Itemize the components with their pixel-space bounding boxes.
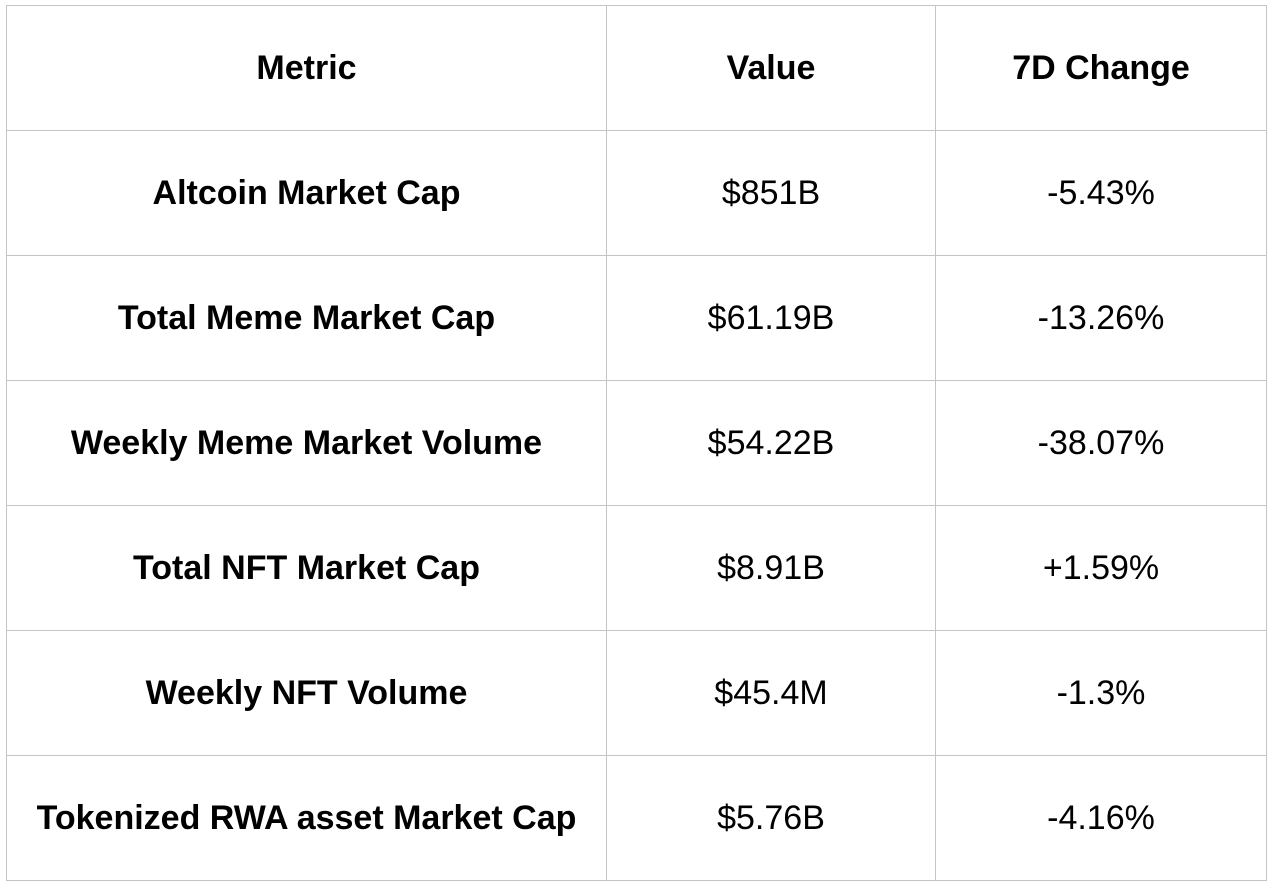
- change-cell: +1.59%: [935, 505, 1267, 631]
- table-row: Total Meme Market Cap $61.19B -13.26%: [6, 255, 1267, 381]
- header-row: Metric Value 7D Change: [6, 5, 1267, 131]
- metric-cell: Total Meme Market Cap: [6, 255, 607, 381]
- table-row: Tokenized RWA asset Market Cap $5.76B -4…: [6, 755, 1267, 881]
- change-cell: -4.16%: [935, 755, 1267, 881]
- table-row: Weekly Meme Market Volume $54.22B -38.07…: [6, 380, 1267, 506]
- change-cell: -13.26%: [935, 255, 1267, 381]
- value-cell: $8.91B: [606, 505, 936, 631]
- change-cell: -5.43%: [935, 130, 1267, 256]
- table-header: Metric Value 7D Change: [6, 5, 1267, 131]
- metric-cell: Tokenized RWA asset Market Cap: [6, 755, 607, 881]
- change-cell: -38.07%: [935, 380, 1267, 506]
- value-cell: $61.19B: [606, 255, 936, 381]
- metric-cell: Weekly Meme Market Volume: [6, 380, 607, 506]
- table-body: Altcoin Market Cap $851B -5.43% Total Me…: [6, 130, 1267, 881]
- table-row: Weekly NFT Volume $45.4M -1.3%: [6, 630, 1267, 756]
- table-row: Altcoin Market Cap $851B -5.43%: [6, 130, 1267, 256]
- metrics-table: Metric Value 7D Change Altcoin Market Ca…: [6, 5, 1267, 881]
- value-cell: $5.76B: [606, 755, 936, 881]
- change-cell: -1.3%: [935, 630, 1267, 756]
- header-metric: Metric: [6, 5, 607, 131]
- value-cell: $45.4M: [606, 630, 936, 756]
- metric-cell: Altcoin Market Cap: [6, 130, 607, 256]
- value-cell: $851B: [606, 130, 936, 256]
- value-cell: $54.22B: [606, 380, 936, 506]
- metric-cell: Total NFT Market Cap: [6, 505, 607, 631]
- metric-cell: Weekly NFT Volume: [6, 630, 607, 756]
- header-7d-change: 7D Change: [935, 5, 1267, 131]
- header-value: Value: [606, 5, 936, 131]
- table-row: Total NFT Market Cap $8.91B +1.59%: [6, 505, 1267, 631]
